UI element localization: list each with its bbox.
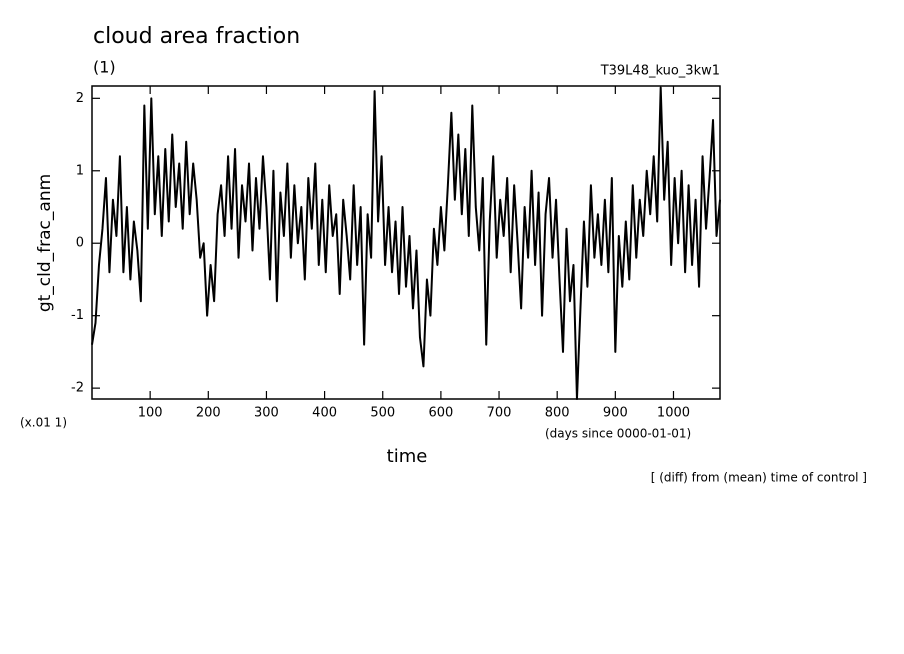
plot-frame [91, 85, 721, 400]
x-tick-label: 1000 [657, 406, 690, 421]
x-tick-label: 100 [138, 406, 163, 421]
y-axis-label: gt_cld_frac_anm [35, 174, 55, 312]
y-tick-label: 2 [76, 91, 84, 106]
x-tick-label: 700 [487, 406, 512, 421]
x-axis-label: time [387, 446, 428, 467]
x-tick-label: 400 [312, 406, 337, 421]
chart-title: cloud area fraction [93, 24, 300, 49]
y-tick-label: -1 [71, 308, 84, 323]
note: [ (diff) from (mean) time of control ] [651, 471, 867, 485]
chart-subtitle: (1) [93, 58, 116, 77]
x-unit: (days since 0000-01-01) [545, 427, 691, 441]
x-tick-label: 900 [603, 406, 628, 421]
y-tick-label: -2 [71, 381, 84, 396]
x-tick-label: 800 [545, 406, 570, 421]
x-tick-label: 600 [428, 406, 453, 421]
y-tick-label: 1 [76, 163, 84, 178]
x-tick-label: 200 [196, 406, 221, 421]
y-tick-label: 0 [76, 236, 84, 251]
x-tick-label: 300 [254, 406, 279, 421]
run-label: T39L48_kuo_3kw1 [600, 64, 720, 79]
data-line [91, 86, 721, 400]
y-unit: (x.01 1) [20, 416, 67, 430]
x-tick-label: 500 [370, 406, 395, 421]
